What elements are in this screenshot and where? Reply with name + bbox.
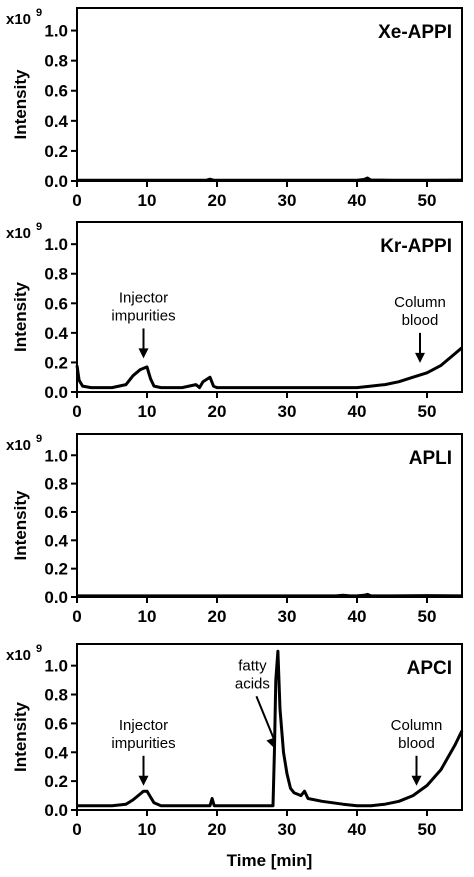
panel-label: Kr-APPI	[380, 236, 452, 257]
y-tick-label: 0.6	[44, 82, 68, 101]
y-tick-label: 0.8	[44, 686, 68, 705]
annotation-label: impurities	[111, 735, 175, 752]
y-tick-label: 1.0	[44, 22, 68, 41]
x-tick-label: 10	[138, 402, 157, 421]
x-tick-label: 30	[278, 820, 297, 839]
series-line	[75, 346, 463, 390]
y-multiplier: x10	[6, 225, 31, 242]
y-tick-label: 0.6	[44, 503, 68, 522]
x-tick-label: 0	[72, 402, 81, 421]
y-tick-label: 0.8	[44, 265, 68, 284]
panel-0: 0.0 0.2 0.4 0.6 0.8 1.0 0 10 20 30 40 50 x10 9 Intensi…	[6, 7, 463, 210]
annotation-label: blood	[398, 735, 435, 752]
plot-frame	[76, 643, 463, 811]
y-tick-label: 0.2	[44, 772, 68, 791]
x-tick-label: 0	[72, 820, 81, 839]
x-axis-label: Time [min]	[227, 851, 313, 870]
annotation-label: fatty	[238, 657, 267, 674]
plot-frame	[76, 221, 463, 393]
y-tick-label: 1.0	[44, 235, 68, 254]
x-tick-label: 50	[418, 402, 437, 421]
y-tick-label: 0.8	[44, 475, 68, 494]
panel-label: APCI	[407, 658, 452, 679]
series-line	[77, 649, 464, 808]
y-multiplier-exponent: 9	[36, 221, 42, 233]
plot-frame	[76, 433, 463, 598]
x-tick-label: 40	[348, 402, 367, 421]
x-tick-label: 40	[348, 607, 367, 626]
y-tick-label: 0.0	[44, 383, 68, 402]
y-axis-label: Intensity	[11, 490, 30, 560]
y-tick-label: 0.0	[44, 172, 68, 191]
x-tick-label: 0	[72, 607, 81, 626]
y-tick-label: 1.0	[44, 657, 68, 676]
x-tick-label: 40	[348, 820, 367, 839]
y-tick-label: 0.6	[44, 294, 68, 313]
annotation-label: Injector	[119, 717, 168, 734]
x-tick-label: 10	[138, 191, 157, 210]
x-tick-label: 30	[278, 191, 297, 210]
y-multiplier: x10	[6, 647, 31, 664]
y-tick-label: 0.4	[44, 531, 68, 550]
x-tick-label: 30	[278, 402, 297, 421]
annotation-label: Column	[391, 717, 443, 734]
annotation-label: acids	[235, 675, 270, 692]
series-line	[77, 592, 463, 598]
annotation-arrowhead	[415, 352, 425, 363]
x-tick-label: 0	[72, 191, 81, 210]
y-multiplier: x10	[6, 11, 31, 28]
panel-label: Xe-APPI	[378, 22, 452, 43]
y-tick-label: 0.2	[44, 560, 68, 579]
x-tick-label: 50	[418, 820, 437, 839]
x-tick-label: 20	[208, 607, 227, 626]
x-tick-label: 50	[418, 607, 437, 626]
y-multiplier-exponent: 9	[36, 7, 42, 19]
y-tick-label: 0.2	[44, 353, 68, 372]
annotation-arrowhead	[411, 775, 422, 786]
y-tick-label: 0.0	[44, 588, 68, 607]
y-tick-label: 0.4	[44, 112, 68, 131]
y-tick-label: 0.2	[44, 142, 68, 161]
y-axis-label: Intensity	[11, 69, 30, 139]
panel-2: 0.0 0.2 0.4 0.6 0.8 1.0 0 10 20 30 40 50 x10 9 Intensi…	[6, 433, 463, 626]
x-tick-label: 40	[348, 191, 367, 210]
x-tick-label: 50	[418, 191, 437, 210]
panel-1: 0.0 0.2 0.4 0.6 0.8 1.0 0 10 20 30 40 50 x10 9 Intensi…	[6, 221, 463, 421]
annotation-label: blood	[402, 312, 439, 329]
panel-label: APLI	[409, 448, 452, 469]
x-tick-label: 30	[278, 607, 297, 626]
y-tick-label: 0.4	[44, 743, 68, 762]
annotation-label: Column	[394, 294, 446, 311]
y-axis-label: Intensity	[11, 282, 30, 352]
y-multiplier-exponent: 9	[36, 433, 42, 445]
x-tick-label: 10	[138, 820, 157, 839]
x-tick-label: 20	[208, 191, 227, 210]
y-tick-label: 1.0	[44, 446, 68, 465]
annotation-arrowhead	[138, 775, 149, 786]
annotation-label: Injector	[119, 289, 168, 306]
y-multiplier-exponent: 9	[36, 643, 42, 655]
y-tick-label: 0.6	[44, 714, 68, 733]
annotation-arrow	[255, 695, 276, 741]
annotation-arrowhead	[266, 737, 276, 749]
y-multiplier: x10	[6, 437, 31, 454]
y-tick-label: 0.0	[44, 801, 68, 820]
x-tick-label: 20	[208, 820, 227, 839]
panel-3: 0.0 0.2 0.4 0.6 0.8 1.0 0 10 20 30 40 50 x10 9 Intensi…	[6, 643, 464, 839]
annotation-label: impurities	[111, 307, 175, 324]
x-tick-label: 10	[138, 607, 157, 626]
y-tick-label: 0.8	[44, 52, 68, 71]
y-tick-label: 0.4	[44, 324, 68, 343]
series-line	[77, 176, 463, 182]
annotation-arrowhead	[138, 348, 149, 359]
x-tick-label: 20	[208, 402, 227, 421]
y-axis-label: Intensity	[11, 702, 30, 772]
